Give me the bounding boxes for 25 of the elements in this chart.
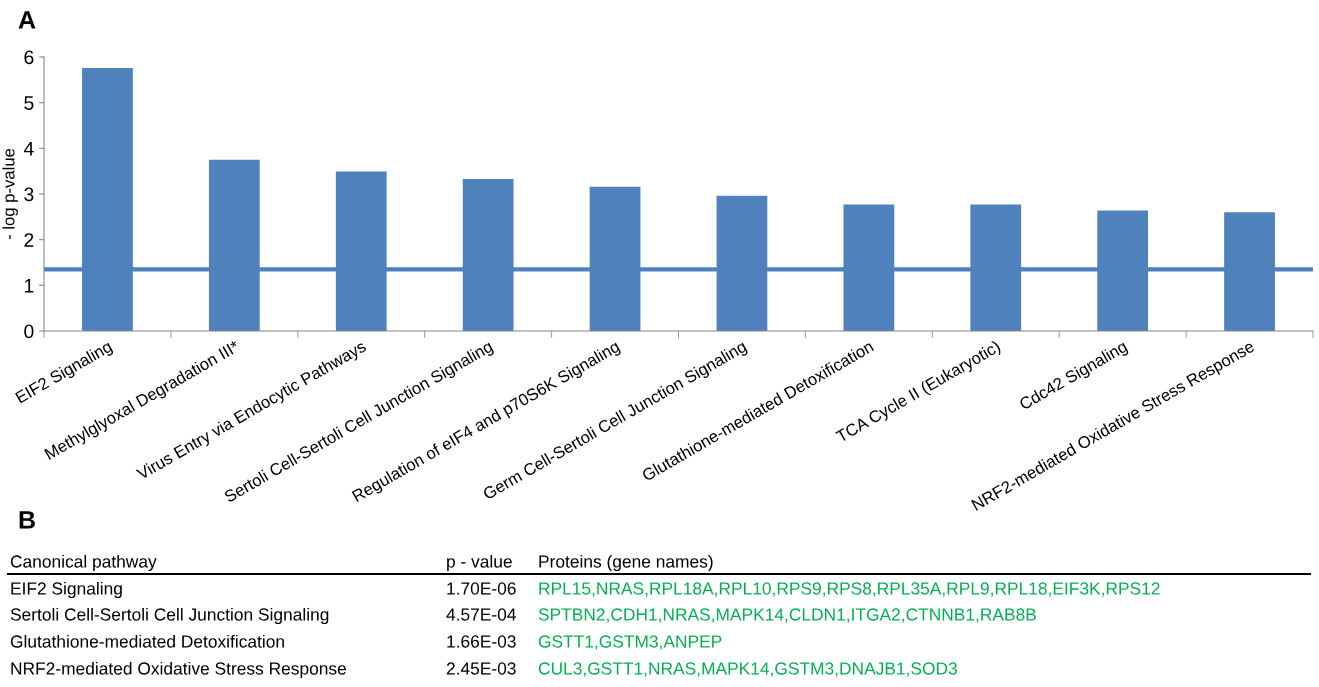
text: GSTT1,GSTM3,ANPEP [538,635,722,650]
text: p - value [447,554,512,572]
y-tick-label: 5 [24,96,34,110]
text: EIF2 Signaling [11,581,122,599]
text: Sertoli Cell-Sertoli Cell Junction Signaling [10,607,329,625]
y-tick-label: 2 [24,233,34,247]
y-tick-label: 6 [24,50,34,65]
y-axis-title: - log p-value [2,148,18,240]
text: 2.45E-03 [446,662,516,675]
y-tick-label: 3 [24,187,34,202]
text: RPL15,NRAS,RPL18A,RPL10,RPS9,RPS8,RPL35A,RPL9,RPL18,EIF3K,RPS12 [539,582,1160,597]
text: B [19,511,35,529]
text: NRF2-mediated Oxidative Stress Response [11,661,346,679]
text: A [18,11,36,29]
y-tick-label: 0 [24,324,34,339]
text: 1.66E-03 [447,635,516,648]
text: CUL3,GSTT1,NRAS,MAPK14,GSTM3,DNAJB1,SOD3 [538,662,957,677]
text: 1.70E-06 [447,582,516,595]
y-tick-label: 4 [23,142,34,156]
text: Canonical pathway [10,554,157,572]
text: SPTBN2,CDH1,NRAS,MAPK14,CLDN1,ITGA2,CTNNB1,RAB8B [538,608,1036,623]
y-tick-label: 1 [24,279,34,293]
text: 4.57E-04 [446,608,516,621]
text: Proteins (gene names) [539,554,713,572]
text: Glutathione-mediated Detoxification [10,634,284,648]
